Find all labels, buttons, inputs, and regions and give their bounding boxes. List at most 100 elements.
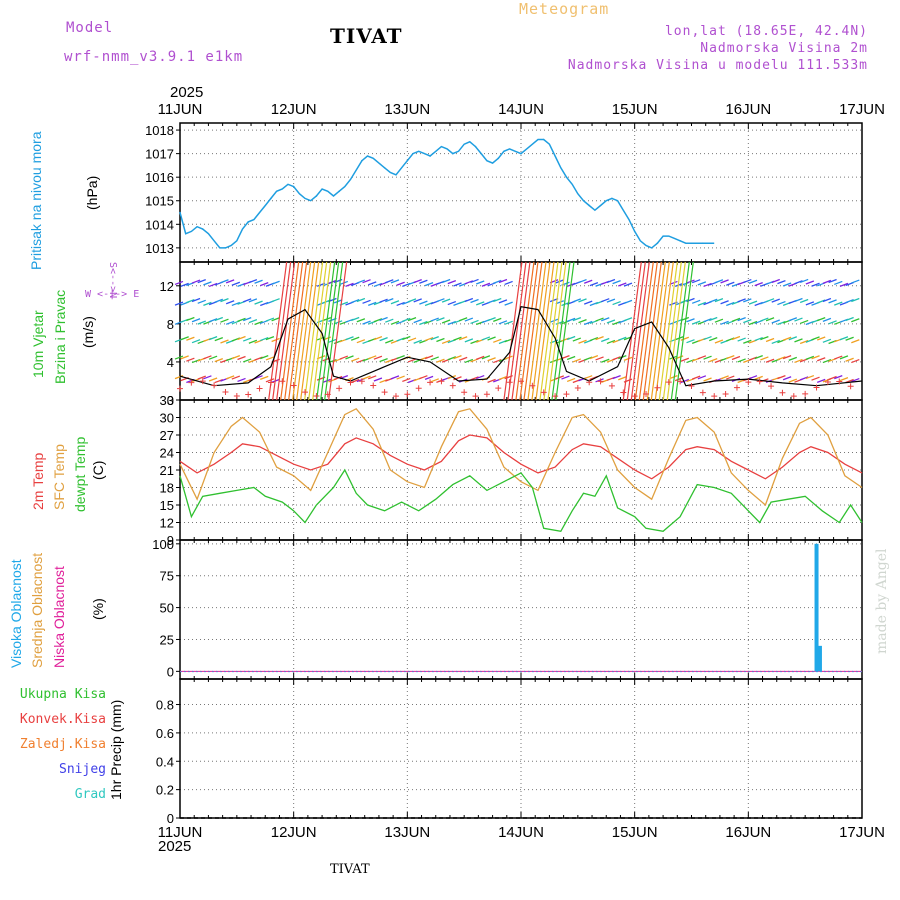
wind-barb xyxy=(231,301,241,307)
precip-ytick-label: 0 xyxy=(167,811,174,826)
wind-barb xyxy=(765,337,775,343)
wind-barb xyxy=(390,375,400,380)
wind-barb xyxy=(697,375,707,380)
pressure-point xyxy=(633,230,636,233)
wind-barb xyxy=(578,339,587,344)
pressure-panel: 1013 1014 1015 1016 1017 1018 xyxy=(145,122,863,263)
wind-barb xyxy=(419,279,428,284)
wind-min-marker xyxy=(472,393,479,400)
temperature-ytick-label: 12 xyxy=(160,516,174,531)
pressure-ytick-label: 1016 xyxy=(145,170,174,185)
wind-barb xyxy=(572,298,582,303)
pressure-point xyxy=(656,242,659,244)
wind-gust-block xyxy=(268,261,348,401)
wind-barb xyxy=(765,317,775,322)
wind-gust-hatch xyxy=(272,261,292,401)
wind-barb xyxy=(368,281,377,286)
wind-min-marker xyxy=(233,393,240,400)
wind-barb xyxy=(237,377,246,383)
wind-barb xyxy=(208,335,218,341)
x-label-bottom: 14JUN xyxy=(498,824,544,841)
wind-barb xyxy=(356,279,366,284)
wind-gust-hatch xyxy=(304,261,324,401)
wind-barb xyxy=(743,298,752,303)
wind-barb xyxy=(788,317,798,322)
wind-barb xyxy=(248,318,258,324)
wind-barb xyxy=(493,317,502,322)
wind-barb xyxy=(623,299,633,305)
wind-barb xyxy=(396,355,405,360)
wind-barb xyxy=(612,300,621,306)
wind-barb xyxy=(589,282,599,287)
wind-barb xyxy=(555,375,565,380)
wind-barb xyxy=(737,317,746,322)
pressure-point xyxy=(520,152,522,155)
clouds-ytick-label: 50 xyxy=(160,601,174,616)
wind-barb xyxy=(174,355,184,360)
wind-barb xyxy=(601,337,610,343)
wind-barb xyxy=(390,300,400,305)
wind-barb xyxy=(220,339,229,344)
wind-barb xyxy=(851,377,860,383)
wind-gust-hatch xyxy=(666,261,686,401)
wind-barb xyxy=(464,338,474,343)
wind-min-marker xyxy=(756,378,763,385)
wind-barb xyxy=(618,336,627,341)
wind-barb xyxy=(436,337,445,343)
wind-barb xyxy=(788,356,798,361)
clouds-ytick-label: 25 xyxy=(160,632,174,647)
wind-gust-hatch xyxy=(642,261,662,401)
wind-barb xyxy=(481,355,491,360)
wind-barb xyxy=(447,356,457,361)
wind-barb xyxy=(618,376,627,381)
wind-barb xyxy=(339,355,349,360)
meteogram-label: Meteogram xyxy=(519,0,610,18)
wind-barb xyxy=(737,337,746,342)
compass-s-label: S xyxy=(107,262,118,269)
temperature-panel: 9 12 15 18 21 24 27 30 33 xyxy=(160,393,863,548)
wind-barb xyxy=(794,358,803,364)
wind-min-marker xyxy=(688,383,695,390)
wind-gust-hatch xyxy=(674,261,694,401)
wind-barb xyxy=(271,317,280,322)
wind-min-marker xyxy=(177,385,183,392)
wind-barb xyxy=(493,338,502,343)
wind-barb xyxy=(447,279,457,285)
wind-min-marker xyxy=(847,383,854,390)
wind-min-marker xyxy=(824,379,831,386)
wind-barb xyxy=(453,282,462,287)
wind-barb xyxy=(350,336,360,341)
cloud-unit: (%) xyxy=(90,598,106,620)
wind-barb xyxy=(623,317,633,322)
wind-barb xyxy=(470,278,479,284)
cloud-high-label: Visoka Oblacnost xyxy=(8,559,24,668)
wind-barb xyxy=(709,357,718,363)
wind-barb xyxy=(191,339,201,344)
station-title: TIVAT xyxy=(330,24,403,48)
wind-min-marker xyxy=(404,391,411,398)
wind-barb xyxy=(424,354,434,360)
pressure-point xyxy=(383,166,386,169)
wind-barb xyxy=(623,282,633,287)
wind-gust-hatch xyxy=(658,261,678,401)
wind-min-marker xyxy=(768,383,775,390)
wind-barb xyxy=(254,375,263,380)
x-label-bottom: 17JUN xyxy=(839,824,885,841)
wind-ytick-label: 8 xyxy=(167,317,174,332)
wind-barb xyxy=(703,318,712,323)
wind-barb xyxy=(237,317,246,322)
wind-min-marker xyxy=(381,389,388,396)
wind-barb xyxy=(493,358,502,364)
wind-barb xyxy=(470,319,479,325)
wind-barb xyxy=(186,336,195,341)
wind-barb xyxy=(186,316,195,322)
precip-ytick-label: 0.6 xyxy=(156,726,174,741)
wind-barb xyxy=(709,337,718,342)
wind-barb xyxy=(197,279,206,284)
model-label: Model xyxy=(66,20,114,36)
wind-min-marker xyxy=(267,379,274,386)
wind-barb xyxy=(385,298,394,303)
wind-barb xyxy=(379,316,388,322)
wind-barb xyxy=(743,339,752,344)
